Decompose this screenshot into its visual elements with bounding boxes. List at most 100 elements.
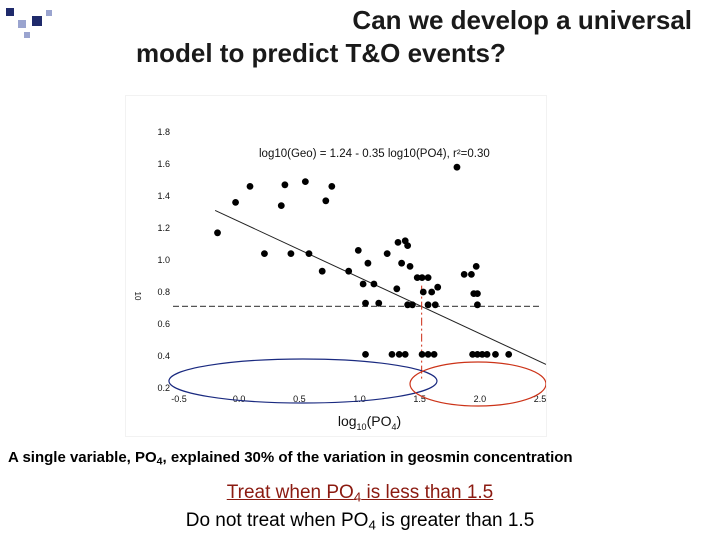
data-point [430,351,438,358]
data-point [393,285,401,293]
data-point [375,299,383,307]
data-point [474,301,481,309]
no-treat-note-pre: Do not treat when PO [185,510,369,531]
corner-square-light [24,32,30,38]
data-point [434,283,442,291]
caption-text-pre: A single variable, PO [8,449,157,466]
corner-square-light [46,10,52,16]
slide-title: Can we develop a universal model to pred… [120,4,700,70]
treat-note-post: is less than 1.5 [361,482,494,503]
corner-square-light [18,20,26,28]
data-point [418,351,426,358]
data-point [364,259,372,267]
data-point [395,351,403,358]
y-tick-label: 1.6 [157,159,170,169]
x-tick-label: 1.5 [413,394,426,404]
data-point [281,181,289,189]
data-point [261,250,268,257]
no-treat-note: Do not treat when PO4 is greater than 1.… [0,509,720,533]
data-point [383,250,391,257]
corner-square-dark [32,16,42,26]
left-highlight-ellipse [168,358,438,404]
x-tick-label: -0.5 [171,394,187,404]
x-axis-label: log10(PO4) [338,413,401,432]
data-point [492,351,499,358]
data-point [354,247,362,254]
data-point [428,288,436,296]
y-axis-label: 10 [133,292,142,301]
x-tick-label: 2.0 [474,394,487,404]
regression-line [214,209,546,365]
no-treat-note-post: is greater than 1.5 [375,510,535,531]
y-tick-label: 0.2 [157,383,170,393]
data-point [453,163,461,171]
data-point [424,351,432,358]
data-point [460,271,468,278]
data-point [398,259,406,267]
y-tick-label: 0.4 [157,351,170,361]
data-point [404,242,412,250]
no-treat-note-subscript: 4 [368,517,376,533]
treat-note-text: Treat when PO4 is less than 1.5 [227,482,494,503]
data-point [287,250,295,257]
data-point [474,351,481,358]
data-point [404,301,412,309]
data-point [483,351,491,358]
data-point [362,299,369,307]
data-point [362,351,369,358]
x-tick-label: 2.5 [534,394,546,404]
data-point [469,351,477,358]
y-tick-label: 0.8 [157,287,170,297]
x-tick-label: 0.0 [233,394,246,404]
caption-subscript: 4 [156,455,163,468]
data-point [328,183,336,190]
data-point [401,351,409,358]
y-tick-label: 1.4 [157,191,170,201]
regression-equation: log10(Geo) = 1.24 - 0.35 log10(PO4), r²=… [259,148,490,160]
data-point [505,351,513,358]
treat-note: Treat when PO4 is less than 1.5 [0,482,720,504]
data-point [345,267,353,275]
data-point [406,263,414,270]
right-highlight-ellipse [409,361,546,407]
data-point [359,280,367,288]
data-point [478,351,486,358]
slide-corner-squares [6,8,52,38]
data-point [418,274,426,281]
scatter-figure: -0.5 0.0 0.5 1.0 1.5 2.0 2.5 0.2 0.4 0.6 0.8 1.0 1.2… [126,96,546,436]
data-point [277,202,285,209]
data-point [468,271,475,278]
data-point [419,288,427,296]
data-point [472,263,480,270]
data-point [305,250,313,257]
data-point [424,301,432,309]
slide-title-line2: model to predict T&O events? [136,38,506,68]
data-point [431,301,439,309]
y-tick-label: 1.2 [157,223,170,233]
data-point [413,274,421,281]
treat-note-subscript: 4 [353,489,362,505]
corner-square-dark [6,8,14,16]
x-tick-label: 0.5 [293,394,306,404]
data-point [214,229,221,237]
data-point [394,239,402,246]
data-point [318,267,326,275]
data-point [246,183,254,190]
caption: A single variable, PO4, explained 30% of… [8,448,712,468]
slide-title-line1: Can we develop a universal [352,5,692,35]
data-point [301,178,309,185]
y-tick-label: 1.8 [157,127,170,137]
data-point [370,280,378,288]
treat-note-pre: Treat when PO [226,482,354,503]
data-point [424,274,432,281]
scatter-chart: -0.5 0.0 0.5 1.0 1.5 2.0 2.5 0.2 0.4 0.6 0.8 1.0 1.2… [133,127,546,432]
x-tick-label: 1.0 [353,394,366,404]
caption-text-post: , explained 30% of the variation in geos… [162,449,573,466]
data-point [322,197,330,205]
data-point [388,351,396,358]
data-point [474,290,481,297]
y-tick-label: 1.0 [157,255,170,265]
data-point [409,301,416,309]
data-point [232,199,239,206]
y-tick-label: 0.6 [157,319,170,329]
